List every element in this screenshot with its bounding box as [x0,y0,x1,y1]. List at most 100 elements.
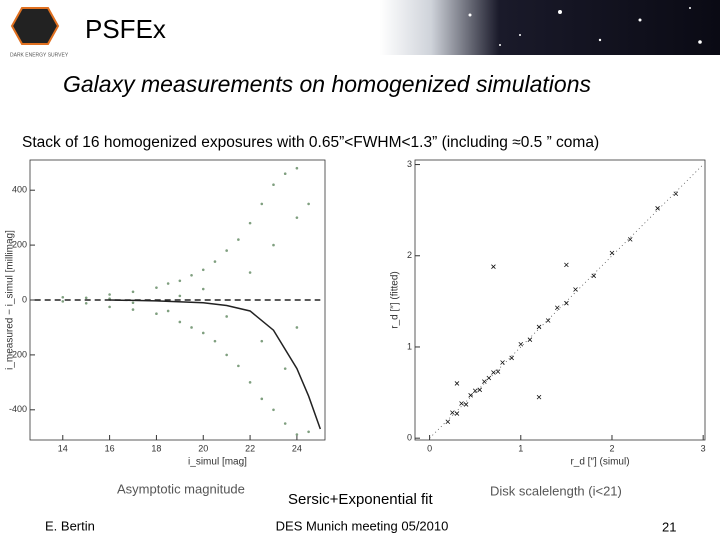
point [482,379,487,384]
point [272,408,275,412]
point [108,305,111,309]
x-tick-label: 16 [105,443,115,453]
point [155,312,158,316]
y-tick-label: 200 [12,239,27,249]
point [486,375,492,381]
y-tick-label: 0 [407,433,412,443]
slide-title: PSFEx [85,14,166,44]
point [491,264,496,269]
point [477,387,483,393]
plot-label: Disk scalelength (i<21) [490,483,622,498]
x-tick-label: 14 [58,443,68,453]
point [84,296,88,300]
point [260,202,264,206]
x-tick-label: 24 [292,443,302,453]
point [131,301,135,305]
point [131,308,135,311]
point [536,324,542,330]
point [655,206,660,211]
point [225,315,228,318]
point [472,388,478,394]
point [155,286,158,289]
point [248,381,252,384]
x-tick-label: 2 [609,443,614,453]
y-tick-label: 2 [407,250,412,260]
y-tick-label: 3 [407,159,412,169]
x-axis-label: r_d [″] (simul) [570,457,629,468]
point [295,216,299,219]
point [225,249,228,252]
y-tick-label: 400 [12,185,27,195]
point [463,402,469,407]
point [237,238,240,241]
plot-frame [414,159,706,441]
y-axis-label: i_measured − i_simul [millimag] [5,230,16,370]
point [295,166,299,170]
point [131,290,135,294]
point [491,370,496,375]
page-number: 21 [662,519,676,534]
point [248,271,252,274]
point [178,279,182,283]
point [627,237,633,242]
point [564,262,569,268]
point [295,326,299,329]
point [609,250,615,256]
point [260,339,264,343]
point [307,430,310,434]
x-tick-label: 22 [245,443,255,453]
point [509,355,514,361]
point [237,364,240,368]
point [213,339,217,343]
point [190,326,193,329]
y-tick-label: -200 [9,349,27,359]
point [260,397,264,401]
point [468,393,473,398]
curve [109,299,322,430]
point [536,394,542,400]
point [166,309,170,313]
point [295,433,299,436]
point [573,287,578,292]
point [178,320,182,324]
point [459,401,464,406]
plot-label: Asymptotic magnitude [117,481,245,496]
curve [429,164,704,439]
point [450,410,455,415]
point [454,381,460,386]
header-image [380,0,720,55]
stars [468,7,702,46]
x-tick-label: 0 [427,443,432,453]
point [554,305,560,311]
footer-event: DES Munich meeting 05/2010 [276,518,449,533]
point [272,183,275,187]
point [248,221,252,225]
point [564,300,569,306]
point [518,341,524,347]
caption: Stack of 16 homogenized exposures with 0… [22,134,599,151]
logo-text: DARK ENERGY SURVEY [10,52,69,58]
x-tick-label: 1 [518,443,523,453]
x-tick-label: 3 [701,443,706,453]
plot-label: Sersic+Exponential fit [288,491,433,508]
subtitle: Galaxy measurements on homogenized simul… [63,71,591,97]
point [283,422,287,425]
point [545,318,551,323]
point [454,411,460,416]
point [201,331,205,335]
point [527,337,533,342]
x-axis-label: i_simul [mag] [188,457,247,468]
point [201,268,205,272]
point [591,273,597,279]
y-tick-label: 1 [407,341,412,351]
point [61,295,65,299]
point [61,300,65,303]
point [283,172,287,176]
point [166,282,170,285]
point [108,293,111,296]
point [500,360,505,365]
footer-author: E. Bertin [45,518,95,533]
y-tick-label: 0 [22,294,27,304]
y-tick-label: -400 [9,404,27,414]
